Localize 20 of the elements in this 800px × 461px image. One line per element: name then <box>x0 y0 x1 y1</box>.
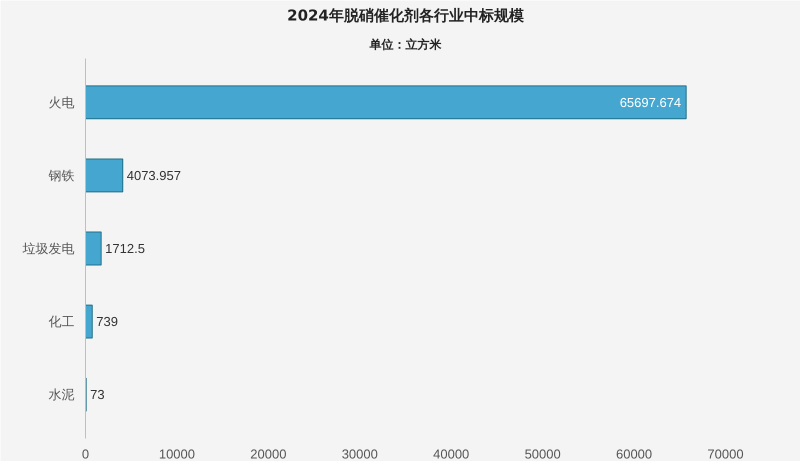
x-tick-label: 50000 <box>524 446 561 461</box>
chart-title: 2024年脱硝催化剂各行业中标规模 <box>287 6 525 24</box>
x-tick-label: 70000 <box>707 446 744 461</box>
x-tick-label: 0 <box>82 446 90 461</box>
y-tick-label: 垃圾发电 <box>22 241 74 256</box>
data-label: 73 <box>90 387 105 402</box>
y-tick-label: 钢铁 <box>48 168 74 183</box>
x-tick-label: 20000 <box>250 446 286 461</box>
y-tick-label: 水泥 <box>48 387 74 402</box>
data-label: 1712.5 <box>105 241 145 256</box>
x-tick-label: 30000 <box>342 446 378 461</box>
y-tick-label: 火电 <box>48 94 74 110</box>
data-label: 4073.957 <box>126 168 181 183</box>
data-label: 739 <box>96 314 118 330</box>
x-tick-label: 10000 <box>158 446 196 461</box>
chart-subtitle: 单位：立方米 <box>368 38 442 52</box>
x-tick-label: 40000 <box>433 446 470 461</box>
x-tick-label: 60000 <box>616 446 652 461</box>
y-tick-label: 化工 <box>48 314 74 330</box>
data-label: 65697.674 <box>620 94 682 110</box>
